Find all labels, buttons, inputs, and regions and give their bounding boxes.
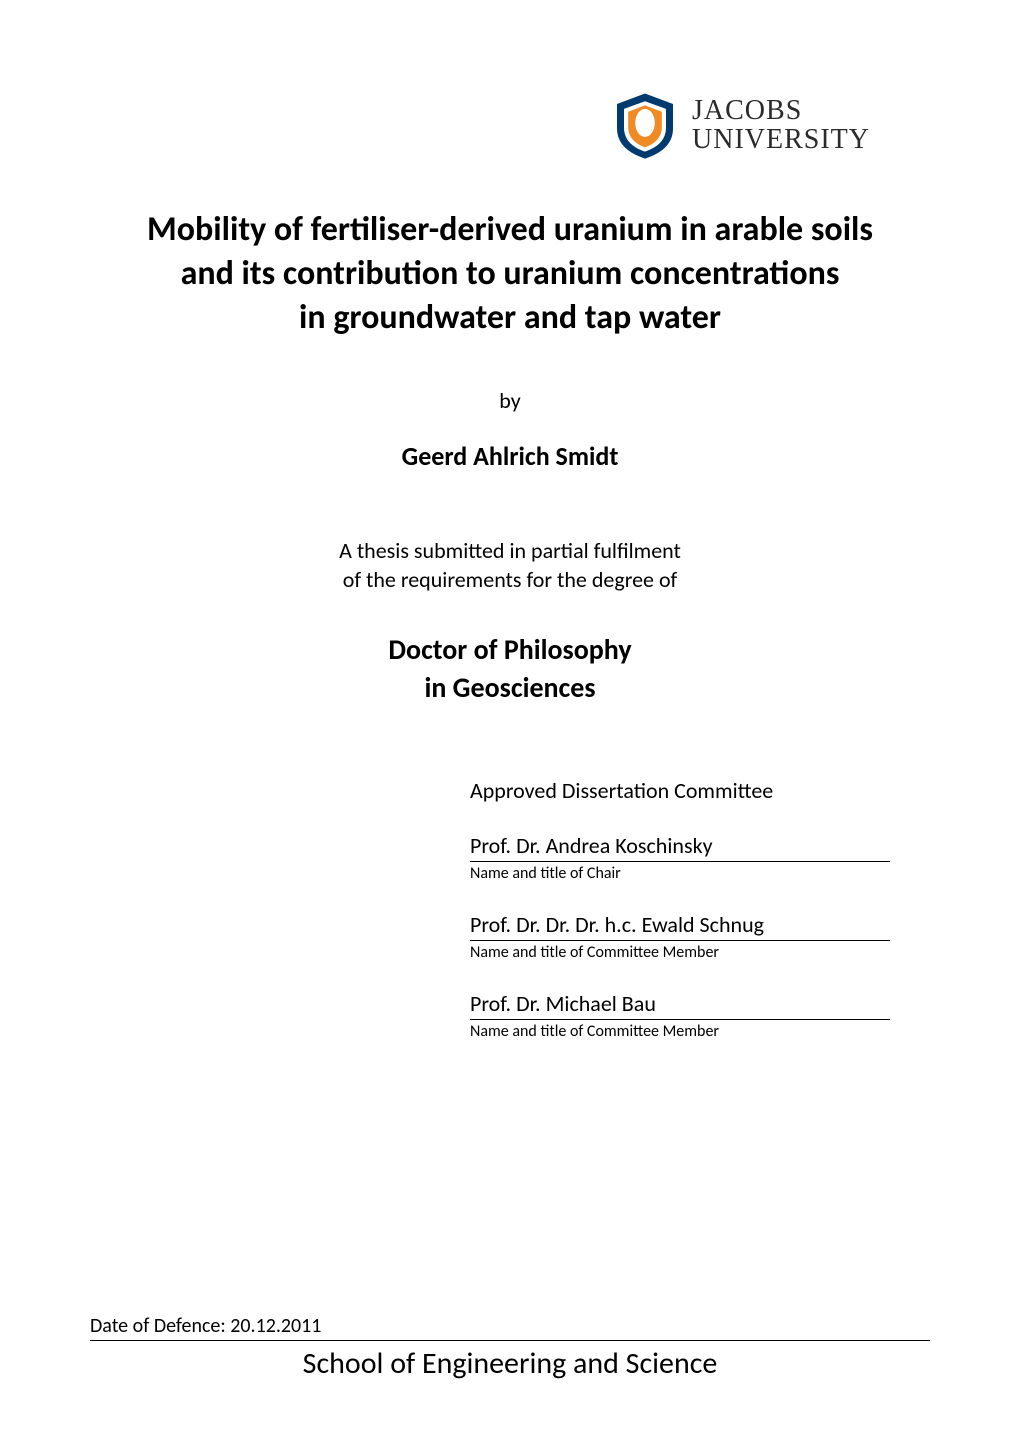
committee-member-role: Name and title of Committee Member bbox=[470, 1022, 890, 1041]
title-line-2: and its contribution to uranium concentr… bbox=[90, 252, 930, 296]
committee-member-role: Name and title of Committee Member bbox=[470, 943, 890, 962]
logo-text: JACOBS UNIVERSITY bbox=[692, 96, 870, 155]
thesis-title: Mobility of fertiliser-derived uranium i… bbox=[90, 208, 930, 341]
shield-icon bbox=[610, 90, 680, 160]
university-logo: JACOBS UNIVERSITY bbox=[610, 90, 870, 160]
committee-member: Prof. Dr. Michael Bau Name and title of … bbox=[470, 990, 890, 1041]
degree-line-1: Doctor of Philosophy bbox=[90, 631, 930, 669]
logo-text-line2: UNIVERSITY bbox=[692, 125, 870, 154]
committee-member-name: Prof. Dr. Michael Bau bbox=[470, 990, 890, 1020]
school-name: School of Engineering and Science bbox=[90, 1345, 930, 1382]
submission-line-1: A thesis submitted in partial fulfilment bbox=[90, 536, 930, 566]
logo-text-line1: JACOBS bbox=[692, 96, 870, 125]
footer-rule bbox=[90, 1340, 930, 1341]
title-line-1: Mobility of fertiliser-derived uranium i… bbox=[90, 208, 930, 252]
submission-line-2: of the requirements for the degree of bbox=[90, 565, 930, 595]
committee-member-role: Name and title of Chair bbox=[470, 864, 890, 883]
committee-block: Approved Dissertation Committee Prof. Dr… bbox=[470, 777, 890, 1041]
logo-row: JACOBS UNIVERSITY bbox=[90, 90, 930, 160]
submission-text: A thesis submitted in partial fulfilment… bbox=[90, 536, 930, 595]
committee-member-name: Prof. Dr. Andrea Koschinsky bbox=[470, 832, 890, 862]
defence-date: Date of Defence: 20.12.2011 bbox=[90, 1314, 930, 1338]
committee-member-name: Prof. Dr. Dr. Dr. h.c. Ewald Schnug bbox=[470, 911, 890, 941]
title-line-3: in groundwater and tap water bbox=[90, 296, 930, 340]
committee-heading: Approved Dissertation Committee bbox=[470, 777, 890, 804]
author-name: Geerd Ahlrich Smidt bbox=[90, 440, 930, 472]
degree-title: Doctor of Philosophy in Geosciences bbox=[90, 631, 930, 707]
thesis-title-page: JACOBS UNIVERSITY Mobility of fertiliser… bbox=[0, 0, 1020, 1442]
degree-line-2: in Geosciences bbox=[90, 669, 930, 707]
page-footer: Date of Defence: 20.12.2011 School of En… bbox=[90, 1314, 930, 1382]
committee-member: Prof. Dr. Dr. Dr. h.c. Ewald Schnug Name… bbox=[470, 911, 890, 962]
committee-member: Prof. Dr. Andrea Koschinsky Name and tit… bbox=[470, 832, 890, 883]
by-label: by bbox=[90, 387, 930, 414]
title-block: Mobility of fertiliser-derived uranium i… bbox=[90, 208, 930, 707]
